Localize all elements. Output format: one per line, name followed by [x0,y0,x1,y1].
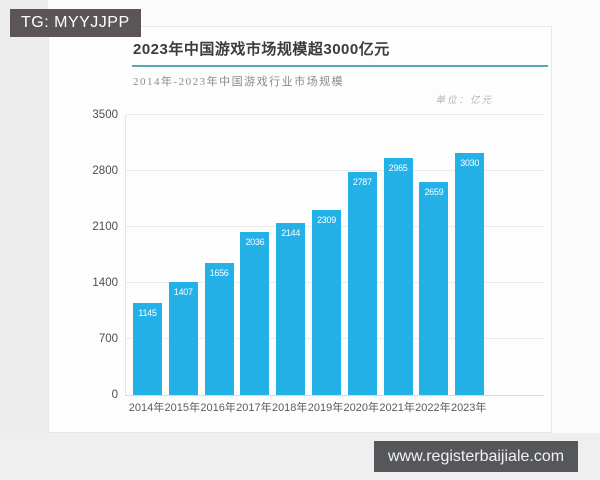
y-tick-label: 2100 [92,221,118,233]
chart-title: 2023年中国游戏市场规模超3000亿元 [133,41,390,58]
bar: 2787 [347,172,377,395]
y-tick-label: 2800 [92,165,118,177]
bar: 1145 [133,303,162,395]
bar: 1407 [168,282,198,395]
y-tick-label: 700 [98,333,118,345]
x-tick-label: 2019年 [307,402,344,414]
x-tick-label: 2015年 [164,402,201,414]
bar: 3030 [455,152,485,395]
bar-value-label: 2965 [388,162,408,173]
y-tick-label: 1400 [92,277,118,289]
bar-value-label: 2787 [352,177,372,188]
page-left-margin [0,0,48,480]
chart-subtitle: 2014年-2023年中国游戏行业市场规模 [133,76,345,88]
bar: 2659 [419,182,449,395]
bar: 2144 [276,223,306,395]
telegram-watermark-banner: TG: MYYJJPP [10,9,141,37]
gridline [126,114,544,115]
bar: 2036 [240,232,270,395]
bar-value-label: 2144 [281,228,301,239]
website-watermark-banner: www.registerbaijiale.com [374,441,579,472]
bar: 2965 [383,157,413,395]
x-axis: 2014年 2015年 2016年 2017年 2018年 2019年 2020年 2021年… [125,399,543,417]
x-tick-label: 2014年 [128,402,165,414]
unit-label: 单位：亿元 [435,96,493,106]
telegram-watermark-text: TG: MYYJJPP [21,14,130,31]
bar: 2309 [312,210,341,395]
bar-value-label: 2036 [245,237,265,248]
bar-value-label: 3030 [460,157,480,168]
x-tick-label: 2017年 [236,402,272,414]
y-axis: 0 700 1400 2100 2800 3500 [58,109,118,401]
bar-value-label: 1407 [173,287,193,298]
bar-value-label: 1145 [138,308,157,319]
x-tick-label: 2021年 [379,402,415,414]
bar-value-label: 2659 [424,187,444,198]
y-tick-label: 0 [111,389,118,401]
bar-value-label: 1656 [209,267,229,278]
website-watermark-text: www.registerbaijiale.com [388,448,565,465]
x-tick-label: 2020年 [343,402,380,414]
bar: 1656 [204,262,234,395]
bar-chart-plot: 1145 1407 1656 2036 2144 2309 2787 2965 2659 3030 [125,114,544,396]
x-tick-label: 2018年 [271,402,308,414]
x-tick-label: 2022年 [415,402,451,414]
x-tick-label: 2023年 [450,402,487,414]
title-underline-rule [132,65,548,67]
bar-value-label: 2309 [317,215,336,226]
y-tick-label: 3500 [92,109,118,121]
gridline [126,170,544,171]
x-tick-label: 2016年 [200,402,236,414]
